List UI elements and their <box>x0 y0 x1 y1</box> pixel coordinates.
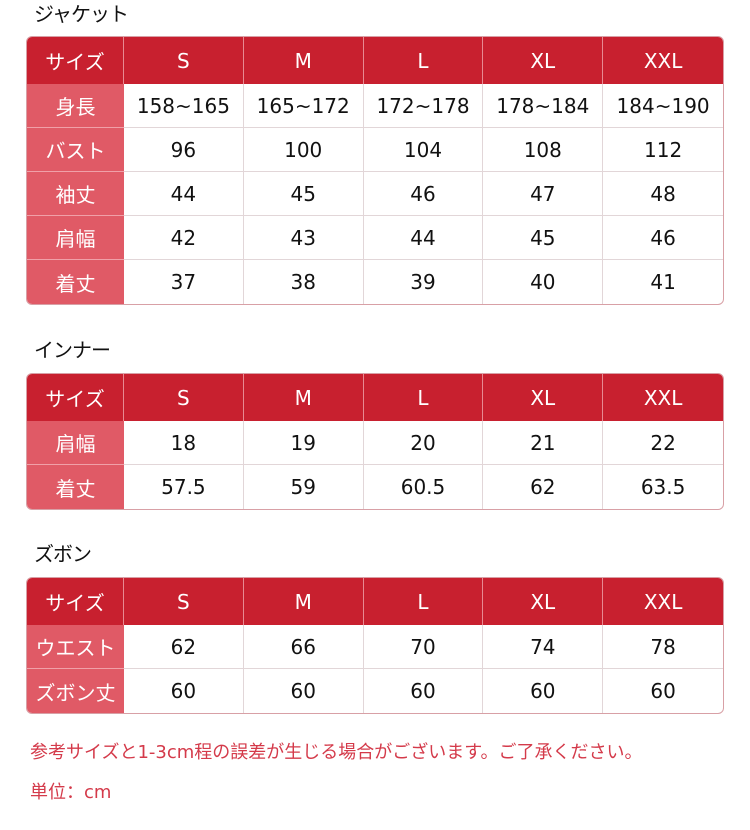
table-row: 肩幅 42 43 44 45 46 <box>27 216 723 260</box>
header-cell: サイズ <box>27 578 124 625</box>
size-value: 100 <box>243 128 364 172</box>
inner-title: インナー <box>34 338 111 362</box>
size-value: 104 <box>363 128 484 172</box>
header-cell: L <box>363 374 484 421</box>
row-label: バスト <box>27 128 124 172</box>
size-value: 22 <box>603 421 723 465</box>
jacket-size-table: サイズ S M L XL XXL 身長 158~165 165~172 172~178 178~18… <box>26 36 724 305</box>
size-value: 44 <box>363 216 484 260</box>
inner-size-table: サイズ S M L XL XXL 肩幅 18 19 20 21 22 着丈 57.5 59 60.5 62 63.… <box>26 373 724 510</box>
size-value: 172~178 <box>363 84 484 128</box>
row-label: 着丈 <box>27 465 124 509</box>
size-value: 165~172 <box>243 84 364 128</box>
table-row: ウエスト 62 66 70 74 78 <box>27 625 723 669</box>
size-value: 60 <box>244 669 364 713</box>
table-row: 袖丈 44 45 46 47 48 <box>27 172 723 216</box>
size-value: 41 <box>650 270 676 294</box>
size-value: 39 <box>364 260 484 304</box>
header-cell: L <box>363 37 484 84</box>
row-label: 袖丈 <box>27 172 124 216</box>
size-value: 63.5 <box>640 475 686 499</box>
size-value: 62 <box>483 465 604 509</box>
header-cell: S <box>124 374 244 421</box>
size-value: 21 <box>483 421 604 465</box>
size-value: 19 <box>243 421 364 465</box>
header-cell: M <box>243 578 364 625</box>
size-value: 57.5 <box>124 465 244 509</box>
table-row: ズボン丈 60 60 60 60 60 <box>27 669 723 713</box>
size-value: 59 <box>244 465 364 509</box>
table-row: 着丈 37 38 39 40 41 <box>27 260 723 304</box>
size-value: 43 <box>243 216 364 260</box>
size-value: 78 <box>603 625 723 669</box>
size-value: 112 <box>603 128 723 172</box>
table-row: 肩幅 18 19 20 21 22 <box>27 421 723 465</box>
size-value: 44 <box>124 172 244 216</box>
size-value: 70 <box>363 625 484 669</box>
jacket-title: ジャケット <box>34 2 129 26</box>
header-cell: XXL <box>603 578 723 625</box>
row-label: 肩幅 <box>27 421 124 465</box>
size-value: 60 <box>650 679 676 703</box>
table-row: 身長 158~165 165~172 172~178 178~184 184~190 <box>27 84 723 128</box>
size-value: 108 <box>483 128 604 172</box>
pants-title: ズボン <box>34 542 92 566</box>
size-value: 48 <box>603 172 723 216</box>
row-label: ウエスト <box>27 625 124 669</box>
row-label: 着丈 <box>27 260 124 304</box>
header-row: サイズ S M L XL XXL <box>27 374 723 421</box>
header-cell: サイズ <box>27 37 124 84</box>
size-value: 46 <box>363 172 484 216</box>
size-value: 60.5 <box>364 465 484 509</box>
header-cell: M <box>243 374 364 421</box>
header-cell: S <box>124 578 244 625</box>
header-cell: XXL <box>603 374 723 421</box>
header-cell: XL <box>483 578 604 625</box>
size-value: 60 <box>364 669 484 713</box>
size-value: 18 <box>124 421 244 465</box>
size-value: 60 <box>483 669 604 713</box>
size-value: 158~165 <box>124 84 244 128</box>
unit-note: 単位：cm <box>30 782 112 803</box>
row-label: 肩幅 <box>27 216 124 260</box>
size-value: 45 <box>483 216 604 260</box>
tolerance-note: 参考サイズと1-3cm程の誤差が生じる場合がございます。ご了承ください。 <box>30 742 643 763</box>
size-value: 38 <box>244 260 364 304</box>
size-value: 20 <box>363 421 484 465</box>
row-label: ズボン丈 <box>27 669 124 713</box>
table-row: 着丈 57.5 59 60.5 62 63.5 <box>27 465 723 509</box>
header-row: サイズ S M L XL XXL <box>27 578 723 625</box>
header-cell: L <box>363 578 484 625</box>
size-value: 96 <box>124 128 244 172</box>
header-cell: サイズ <box>27 374 124 421</box>
size-value: 62 <box>124 625 244 669</box>
size-value: 66 <box>243 625 364 669</box>
size-value: 37 <box>124 260 244 304</box>
size-value: 184~190 <box>603 84 723 128</box>
header-cell: S <box>124 37 244 84</box>
size-value: 46 <box>603 216 723 260</box>
header-cell: XXL <box>603 37 723 84</box>
header-cell: XL <box>483 374 604 421</box>
header-row: サイズ S M L XL XXL <box>27 37 723 84</box>
size-value: 47 <box>483 172 604 216</box>
size-value: 40 <box>483 260 604 304</box>
header-cell: XL <box>483 37 604 84</box>
size-value: 74 <box>483 625 604 669</box>
pants-size-table: サイズ S M L XL XXL ウエスト 62 66 70 74 78 ズボン丈 60 60 60 60 60 <box>26 577 724 714</box>
size-value: 45 <box>243 172 364 216</box>
header-cell: M <box>243 37 364 84</box>
size-value: 60 <box>124 669 244 713</box>
table-row: バスト 96 100 104 108 112 <box>27 128 723 172</box>
row-label: 身長 <box>27 84 124 128</box>
size-value: 42 <box>124 216 244 260</box>
size-value: 178~184 <box>483 84 604 128</box>
